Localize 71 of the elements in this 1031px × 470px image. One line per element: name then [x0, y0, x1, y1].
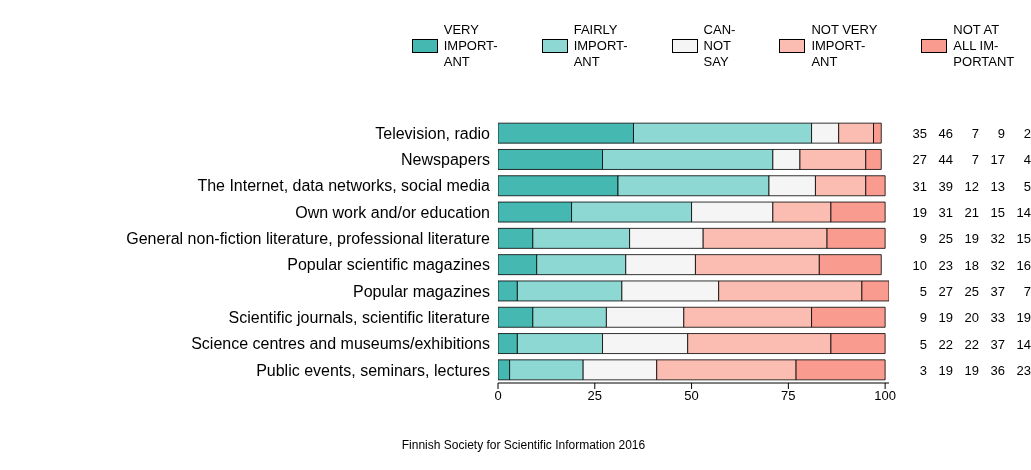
x-tick-label: 100 — [874, 388, 896, 404]
data-label: 46 — [938, 126, 953, 142]
text: Finnish Society for Scientific Information 2016 — [400, 438, 647, 452]
data-label: 37 — [990, 283, 1005, 299]
data-label: 19 — [938, 310, 953, 326]
y-tick-label: General non-fiction literature, professional literature — [126, 230, 491, 248]
data-label: 19 — [1016, 310, 1031, 326]
data-label: 7 — [971, 126, 979, 142]
data-label: 33 — [990, 310, 1005, 326]
data-label: 32 — [990, 257, 1005, 273]
data-label: 7 — [1023, 283, 1031, 299]
data-label: 27 — [938, 283, 953, 299]
data-label: 7 — [971, 152, 979, 168]
data-label: 9 — [997, 126, 1005, 142]
legend-label: CAN- NOT SAY — [703, 22, 736, 70]
x-tick-label: 75 — [781, 388, 796, 404]
data-label: 5 — [919, 283, 927, 299]
data-label: 22 — [938, 336, 953, 352]
data-label: 35 — [912, 126, 927, 142]
y-tick-label: The Internet, data networks, social media — [197, 177, 491, 195]
data-label: 14 — [1016, 336, 1031, 352]
x-tick-label: 0 — [494, 388, 502, 404]
data-label: 13 — [990, 178, 1005, 194]
data-label: 15 — [990, 205, 1005, 221]
data-label: 18 — [964, 257, 979, 273]
data-label: 5 — [1023, 178, 1031, 194]
y-tick-label: Scientific journals, scientific literature — [228, 308, 491, 326]
data-label: 36 — [990, 362, 1005, 378]
data-label: 27 — [912, 152, 927, 168]
y-tick-label: Public events, seminars, lectures — [256, 361, 490, 379]
x-tick-label: 50 — [684, 388, 699, 404]
data-label: 31 — [912, 178, 927, 194]
data-label: 19 — [938, 362, 953, 378]
y-tick-label: Own work and/or education — [295, 203, 490, 221]
data-label: 22 — [964, 336, 979, 352]
data-label: 16 — [1016, 257, 1031, 273]
data-label: 15 — [1016, 231, 1031, 247]
legend-label: NOT AT ALL IM- PORTANT — [953, 22, 1015, 70]
data-label: 5 — [919, 336, 927, 352]
y-tick-label: Television, radio — [375, 124, 491, 142]
y-tick-label: Newspapers — [401, 151, 490, 169]
data-label: 31 — [938, 205, 953, 221]
data-label: 25 — [938, 231, 953, 247]
data-label: 39 — [938, 178, 953, 194]
data-label: 3 — [919, 362, 927, 378]
data-label: 23 — [938, 257, 953, 273]
data-label: 2 — [1023, 126, 1031, 142]
legend-label: FAIRLY IMPORT- ANT — [573, 22, 628, 70]
data-label: 19 — [964, 231, 979, 247]
data-label: 12 — [964, 178, 979, 194]
data-label: 23 — [1016, 362, 1031, 378]
data-label: 44 — [938, 152, 953, 168]
y-tick-label: Science centres and museums/exhibitions — [191, 335, 490, 353]
data-label: 9 — [919, 231, 927, 247]
y-tick-label: Popular magazines — [353, 282, 490, 300]
data-label: 19 — [912, 205, 927, 221]
data-label: 17 — [990, 152, 1005, 168]
data-label: 19 — [964, 362, 979, 378]
data-label: 21 — [964, 205, 979, 221]
y-tick-label: Popular scientific magazines — [287, 256, 490, 274]
x-tick-label: 25 — [587, 388, 603, 404]
data-label: 20 — [964, 310, 979, 326]
data-label: 32 — [990, 231, 1005, 247]
data-label: 14 — [1016, 205, 1031, 221]
data-label: 4 — [1023, 152, 1031, 168]
data-label: 10 — [912, 257, 927, 273]
data-label: 25 — [964, 283, 979, 299]
data-label: 37 — [990, 336, 1005, 352]
legend-label: VERY IMPORT- ANT — [443, 22, 498, 70]
legend-label: NOT VERY IMPORT- ANT — [811, 22, 878, 70]
data-label: 9 — [919, 310, 927, 326]
